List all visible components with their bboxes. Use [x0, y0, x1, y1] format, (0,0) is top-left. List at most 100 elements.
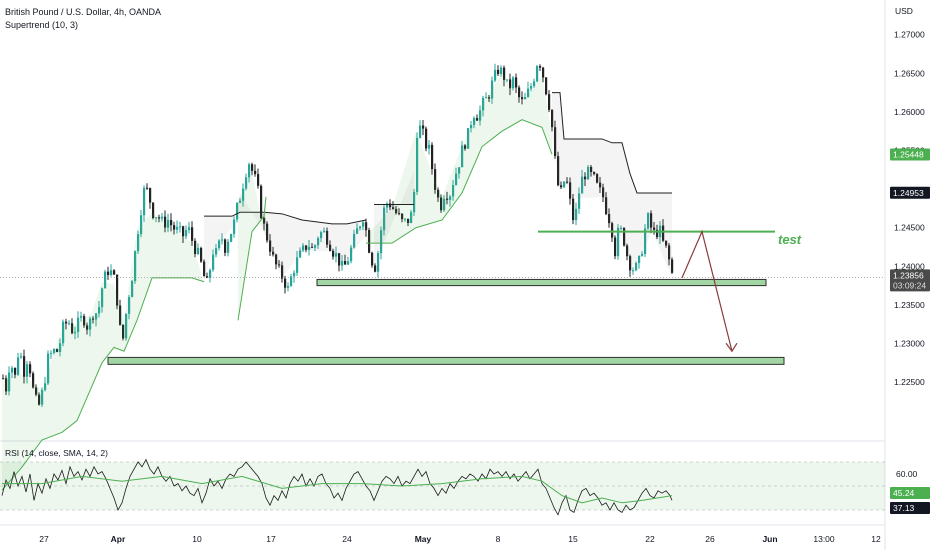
candle-body[interactable]	[131, 281, 134, 298]
candle-body[interactable]	[335, 253, 338, 257]
indicator-label[interactable]: Supertrend (10, 3)	[5, 20, 79, 30]
candle-body[interactable]	[419, 125, 422, 138]
candle-body[interactable]	[98, 307, 101, 314]
candle-body[interactable]	[524, 96, 527, 100]
candle-body[interactable]	[317, 238, 320, 246]
candle-body[interactable]	[50, 352, 53, 354]
candle-body[interactable]	[662, 225, 665, 241]
candle-body[interactable]	[593, 172, 596, 175]
candle-body[interactable]	[539, 66, 542, 68]
candle-body[interactable]	[218, 240, 221, 249]
candle-body[interactable]	[467, 128, 470, 149]
candle-body[interactable]	[365, 222, 368, 231]
candle-body[interactable]	[416, 137, 419, 193]
candle-body[interactable]	[101, 288, 104, 308]
candle-body[interactable]	[242, 188, 245, 201]
candle-body[interactable]	[641, 253, 644, 256]
candle-body[interactable]	[530, 86, 533, 89]
candle-body[interactable]	[332, 250, 335, 257]
lower-support-zone[interactable]	[107, 356, 785, 365]
candle-body[interactable]	[194, 240, 197, 255]
candle-body[interactable]	[137, 234, 140, 252]
candle-body[interactable]	[572, 198, 575, 221]
candle-body[interactable]	[527, 88, 530, 97]
candle-body[interactable]	[356, 228, 359, 234]
candle-body[interactable]	[146, 187, 149, 189]
candle-body[interactable]	[197, 247, 200, 255]
candle-body[interactable]	[239, 200, 242, 203]
candle-body[interactable]	[398, 213, 401, 215]
candle-body[interactable]	[629, 256, 632, 271]
candle-body[interactable]	[347, 261, 350, 265]
candle-body[interactable]	[302, 245, 305, 251]
candle-body[interactable]	[53, 349, 56, 353]
candle-body[interactable]	[221, 239, 224, 241]
candle-body[interactable]	[656, 229, 659, 238]
candle-body[interactable]	[278, 264, 281, 266]
candle-body[interactable]	[68, 323, 71, 325]
candle-body[interactable]	[575, 208, 578, 221]
candle-body[interactable]	[290, 276, 293, 287]
candle-body[interactable]	[392, 207, 395, 209]
candle-body[interactable]	[275, 254, 278, 265]
candle-body[interactable]	[386, 203, 389, 208]
candle-body[interactable]	[209, 269, 212, 278]
candle-body[interactable]	[494, 69, 497, 81]
candle-body[interactable]	[566, 181, 569, 183]
price-pane[interactable]	[2, 63, 674, 408]
candle-body[interactable]	[308, 246, 311, 250]
candle-body[interactable]	[134, 251, 137, 282]
candle-body[interactable]	[47, 353, 50, 384]
candle-body[interactable]	[191, 227, 194, 241]
candle-body[interactable]	[500, 67, 503, 74]
candle-body[interactable]	[368, 230, 371, 253]
candle-body[interactable]	[266, 223, 269, 241]
candle-body[interactable]	[350, 247, 353, 262]
candle-body[interactable]	[560, 185, 563, 188]
candle-body[interactable]	[35, 387, 38, 395]
candle-body[interactable]	[650, 213, 653, 228]
candle-body[interactable]	[227, 241, 230, 253]
candle-body[interactable]	[590, 166, 593, 173]
candle-body[interactable]	[8, 372, 11, 392]
candle-body[interactable]	[371, 252, 374, 266]
candle-body[interactable]	[665, 240, 668, 246]
candle-body[interactable]	[188, 227, 191, 231]
candle-body[interactable]	[257, 174, 260, 186]
candle-body[interactable]	[5, 378, 8, 392]
candle-body[interactable]	[425, 128, 428, 149]
candle-body[interactable]	[260, 185, 263, 219]
candle-body[interactable]	[20, 356, 23, 358]
candle-body[interactable]	[542, 67, 545, 78]
candle-body[interactable]	[23, 356, 26, 377]
candle-body[interactable]	[653, 227, 656, 230]
candle-body[interactable]	[488, 97, 491, 99]
candle-body[interactable]	[26, 364, 29, 377]
candle-body[interactable]	[143, 187, 146, 216]
candle-body[interactable]	[179, 226, 182, 228]
candle-body[interactable]	[341, 260, 344, 266]
candle-body[interactable]	[344, 260, 347, 265]
chart-title[interactable]: British Pound / U.S. Dollar, 4h, OANDA	[5, 7, 162, 17]
candle-body[interactable]	[632, 270, 635, 272]
candle-body[interactable]	[233, 219, 236, 234]
candle-body[interactable]	[389, 203, 392, 208]
candle-body[interactable]	[473, 117, 476, 125]
candle-body[interactable]	[407, 218, 410, 224]
candle-body[interactable]	[80, 316, 83, 318]
candle-body[interactable]	[404, 218, 407, 220]
candle-body[interactable]	[62, 321, 65, 344]
candle-body[interactable]	[563, 181, 566, 188]
candle-body[interactable]	[506, 79, 509, 81]
candle-body[interactable]	[89, 318, 92, 330]
candle-body[interactable]	[548, 94, 551, 110]
candle-body[interactable]	[458, 167, 461, 174]
candle-body[interactable]	[554, 127, 557, 157]
candle-body[interactable]	[617, 227, 620, 257]
candle-body[interactable]	[44, 383, 47, 390]
candle-body[interactable]	[320, 232, 323, 239]
candle-body[interactable]	[446, 198, 449, 200]
candle-body[interactable]	[245, 177, 248, 189]
candle-body[interactable]	[470, 124, 473, 129]
candle-body[interactable]	[569, 182, 572, 199]
